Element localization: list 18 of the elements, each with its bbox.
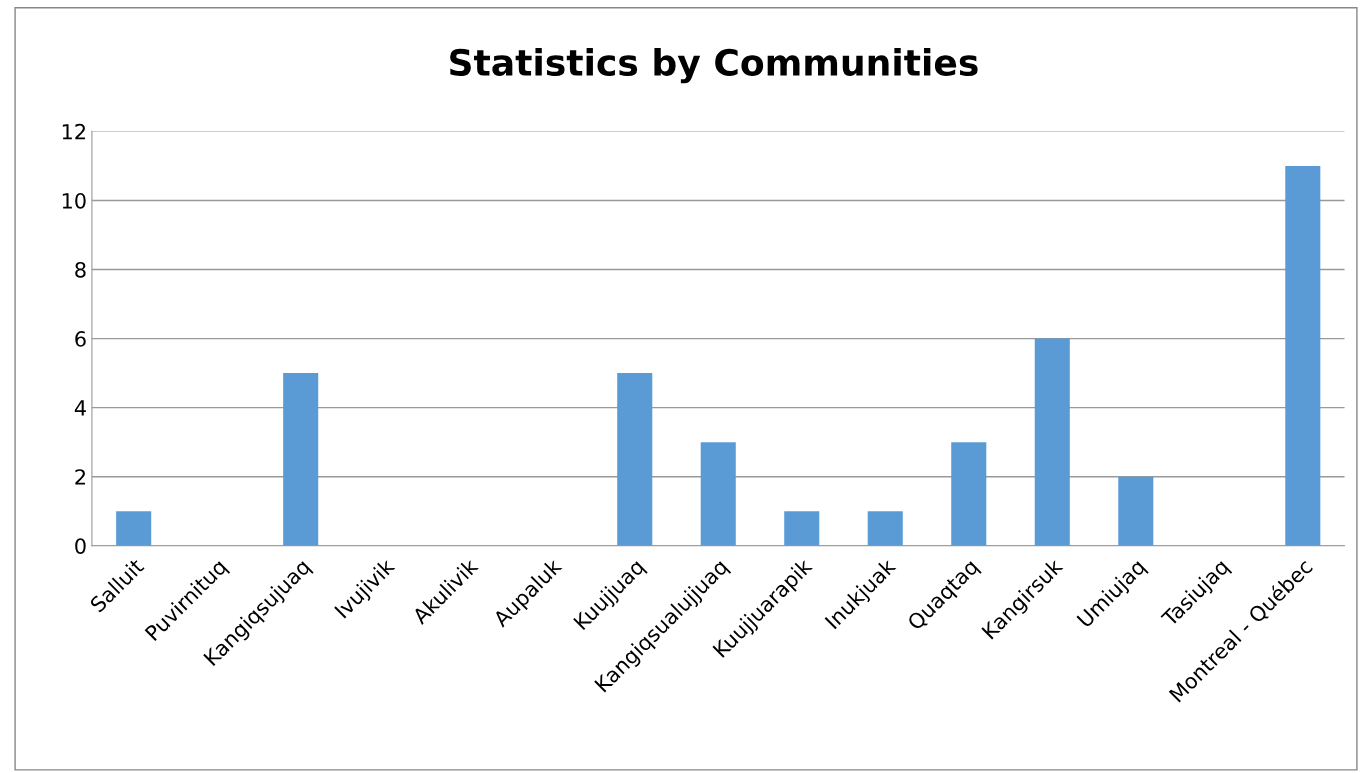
bar bbox=[1118, 476, 1154, 546]
bar bbox=[116, 511, 152, 546]
bar bbox=[951, 442, 987, 546]
bar bbox=[700, 442, 736, 546]
y-tick-label: 4 bbox=[74, 400, 86, 416]
bar bbox=[617, 373, 653, 546]
bar bbox=[1285, 165, 1321, 546]
y-tick-label: 12 bbox=[62, 123, 85, 140]
bar bbox=[784, 511, 820, 546]
y-tick-label: 0 bbox=[75, 538, 86, 554]
bar bbox=[867, 511, 903, 546]
chart-title: Statistics by Communities bbox=[450, 48, 978, 84]
y-tick-label: 10 bbox=[62, 192, 86, 209]
y-tick-label: 8 bbox=[75, 261, 86, 278]
bar bbox=[283, 373, 319, 546]
y-tick-label: 6 bbox=[75, 331, 86, 347]
bar bbox=[1034, 338, 1070, 546]
y-tick-label: 2 bbox=[75, 469, 85, 485]
